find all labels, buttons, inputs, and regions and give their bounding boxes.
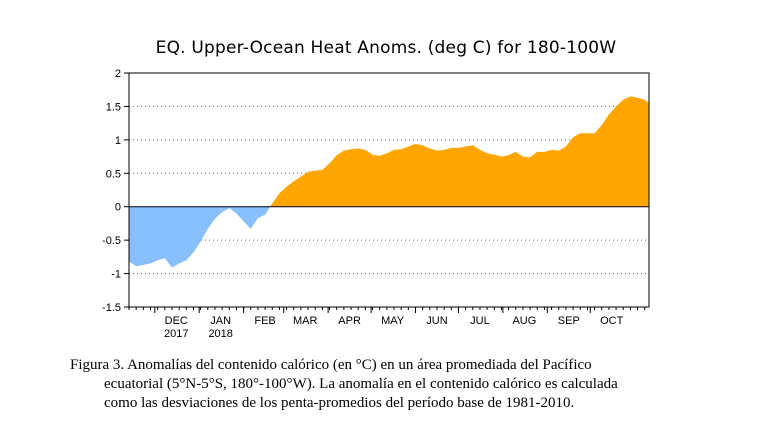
month-label: AUG <box>512 315 536 327</box>
month-label: MAR <box>293 315 318 327</box>
caption-line-1: Figura 3. Anomalías del contenido calóri… <box>70 357 592 373</box>
chart-title: EQ. Upper-Ocean Heat Anoms. (deg C) for … <box>156 38 617 58</box>
month-label: JAN <box>210 315 231 327</box>
y-tick-label: 2 <box>115 68 121 80</box>
month-label: FEB <box>254 315 275 327</box>
y-tick-label: 0.5 <box>106 168 121 180</box>
y-tick-label: 1 <box>115 135 121 147</box>
month-label: JUN <box>426 315 447 327</box>
plot-frame <box>128 72 650 308</box>
figure-caption: Figura 3. Anomalías del contenido calóri… <box>70 356 730 413</box>
y-tick-label: -0.5 <box>102 235 121 247</box>
y-tick-label: -1 <box>111 269 121 281</box>
positive-anomaly-area <box>270 96 649 207</box>
month-label: JUL <box>470 315 490 327</box>
negative-anomaly-area <box>129 206 271 268</box>
y-tick-label: 0 <box>115 202 121 214</box>
year-label: 2017 <box>164 328 188 340</box>
heat-anomaly-chart: EQ. Upper-Ocean Heat Anoms. (deg C) for … <box>102 38 650 340</box>
month-label: APR <box>338 315 361 327</box>
year-label: 2018 <box>208 328 232 340</box>
caption-line-3: como las desviaciones de los penta-prome… <box>104 395 575 411</box>
caption-line-2: ecuatorial (5°N-5°S, 180°-100°W). La ano… <box>104 376 618 392</box>
month-label: DEC <box>165 315 188 327</box>
y-tick-label: -1.5 <box>102 302 121 314</box>
month-label: MAY <box>381 315 405 327</box>
month-label: SEP <box>558 315 580 327</box>
y-tick-label: 1.5 <box>106 101 121 113</box>
month-label: OCT <box>600 315 624 327</box>
